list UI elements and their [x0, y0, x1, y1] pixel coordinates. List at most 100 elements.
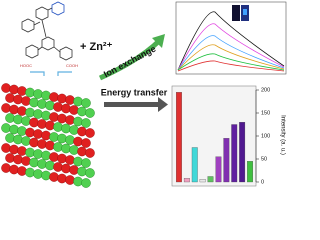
sphere [29, 157, 39, 168]
sphere [77, 166, 87, 177]
sphere [45, 140, 55, 151]
sphere [45, 120, 55, 131]
sphere [57, 153, 67, 164]
sphere [73, 156, 83, 167]
sphere [9, 164, 19, 175]
sphere [41, 170, 51, 181]
bar [207, 176, 214, 183]
sphere [37, 99, 47, 109]
sphere [73, 136, 83, 147]
sphere [1, 83, 11, 93]
sphere [33, 89, 43, 99]
sphere [29, 117, 39, 128]
zinc-label: + Zn²⁺ [80, 41, 113, 53]
sphere [17, 146, 27, 156]
sphere [1, 123, 11, 133]
sphere [65, 115, 75, 125]
cooh: HOOC [20, 63, 32, 68]
graphical-abstract: HOOC COOH + Zn²⁺ Ion exchange Energy tra… [1, 1, 287, 188]
bar [191, 147, 198, 183]
sphere [73, 176, 83, 187]
bar [199, 179, 206, 183]
sphere [25, 107, 35, 118]
sphere [1, 163, 11, 173]
ion-exchange-arrow [98, 38, 162, 81]
sphere [17, 126, 27, 136]
energy-transfer-arrow [104, 102, 158, 107]
sphere [21, 116, 31, 126]
sphere [13, 94, 23, 105]
sphere [85, 128, 95, 138]
sphere [25, 147, 35, 158]
sphere [81, 98, 91, 108]
sphere [45, 160, 55, 171]
sphere [49, 152, 59, 162]
sphere [1, 143, 11, 153]
sphere [29, 97, 39, 108]
bar [183, 178, 190, 183]
sphere [37, 139, 47, 149]
sphere [5, 113, 15, 123]
sphere [61, 123, 71, 134]
sphere [57, 93, 67, 104]
y-tick-label: 0 [261, 179, 264, 185]
sphere [61, 103, 71, 114]
sphere [65, 135, 75, 145]
sphere [9, 104, 19, 115]
sphere [53, 122, 63, 132]
sphere [81, 158, 91, 168]
sphere [49, 92, 59, 102]
sphere [13, 114, 23, 125]
bar [239, 122, 246, 183]
sphere [9, 84, 19, 95]
bar [247, 161, 253, 183]
sphere [41, 150, 51, 161]
sphere [21, 156, 31, 166]
cooh: COOH [66, 63, 78, 68]
sphere [17, 166, 27, 176]
y-tick-label: 50 [261, 156, 267, 162]
sphere [33, 129, 43, 139]
sphere [33, 169, 43, 179]
sphere [77, 106, 87, 117]
sphere [49, 112, 59, 122]
sphere [25, 127, 35, 138]
sphere [41, 130, 51, 141]
sphere [13, 154, 23, 165]
sphere [49, 132, 59, 142]
sphere [81, 178, 91, 188]
sphere [65, 175, 75, 185]
sphere [57, 113, 67, 124]
bar [215, 156, 222, 183]
sphere [65, 155, 75, 165]
sphere [69, 145, 79, 155]
sphere [17, 86, 27, 96]
bar [176, 92, 182, 183]
y-tick-label: 100 [261, 133, 270, 139]
sphere [73, 96, 83, 107]
sphere [57, 133, 67, 144]
y-axis-title: Intensity (a. u.) [279, 115, 285, 155]
sphere [53, 102, 63, 112]
sphere [49, 172, 59, 182]
sphere [21, 96, 31, 106]
sphere [73, 116, 83, 127]
sphere [21, 136, 31, 146]
sphere [85, 108, 95, 118]
sphere [69, 105, 79, 115]
sphere [45, 100, 55, 111]
sphere [85, 148, 95, 158]
sphere [65, 95, 75, 105]
sphere [33, 109, 43, 119]
crystal-structure [1, 83, 95, 188]
sphere [53, 142, 63, 152]
sphere [81, 118, 91, 128]
arrow-head [152, 34, 165, 48]
sphere [1, 103, 11, 113]
y-tick-label: 150 [261, 110, 270, 116]
sphere [57, 173, 67, 184]
y-tick-label: 200 [261, 87, 270, 93]
spectrum-inset [175, 1, 287, 75]
sphere [69, 125, 79, 135]
sphere [53, 162, 63, 172]
